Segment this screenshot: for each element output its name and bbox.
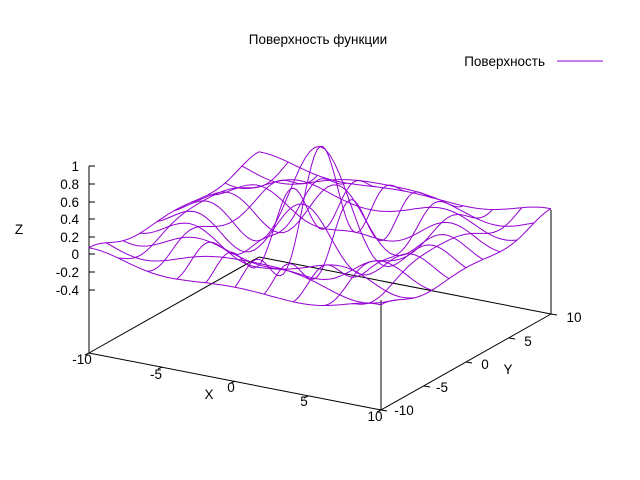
- mesh-line-x: [234, 146, 406, 288]
- z-ticks: 1 0.8 0.6 0.4 0.2 0 -0.2 -0.4: [56, 159, 95, 298]
- x-axis-label: X: [204, 387, 213, 402]
- surface-mesh: [88, 145, 552, 306]
- z-tick-label: 0: [71, 247, 79, 262]
- mesh-line-y: [173, 145, 467, 269]
- x-tick-label: 5: [300, 394, 308, 409]
- mesh-line-x: [118, 161, 289, 260]
- y-tick-label: 0: [481, 357, 489, 372]
- mesh-line-x: [351, 207, 523, 305]
- z-tick-label: -0.2: [56, 265, 79, 280]
- y-ticks: -10 -5 0 5 10: [380, 310, 582, 418]
- mesh-line-x: [88, 151, 260, 249]
- z-tick-label: 0.4: [60, 212, 79, 227]
- base-left-edge: [88, 256, 260, 354]
- mesh-line-y: [88, 247, 382, 306]
- mesh-line-y: [105, 242, 399, 304]
- z-axis-label: Z: [15, 222, 23, 237]
- y-tick-label: 5: [524, 334, 532, 349]
- y-tick-label: 10: [566, 310, 581, 325]
- z-tick-label: 0.6: [60, 195, 79, 210]
- z-tick-label: -0.4: [56, 283, 80, 298]
- mesh-line-y: [122, 236, 416, 299]
- mesh-line-y: [241, 165, 535, 227]
- x-tick-label: -10: [72, 352, 92, 367]
- chart-title: Поверхность функции: [249, 32, 387, 47]
- x-ticks: -10 -5 0 5 10: [72, 352, 382, 424]
- y-axis-label: Y: [503, 362, 512, 377]
- legend-label: Поверхность: [464, 54, 545, 69]
- z-tick-label: 1: [71, 159, 79, 174]
- legend: Поверхность: [464, 54, 603, 69]
- y-tick-label: -10: [394, 403, 414, 418]
- mesh-line-y: [190, 184, 484, 260]
- mesh-line-y: [139, 222, 433, 291]
- mesh-line-y: [258, 151, 552, 210]
- x-tick-label: -5: [150, 367, 162, 382]
- x-tick-label: 10: [367, 409, 382, 424]
- mesh-line-y: [224, 179, 518, 241]
- y-tick-label: -5: [436, 380, 448, 395]
- z-tick-label: 0.8: [60, 177, 79, 192]
- x-tick-label: 0: [227, 380, 235, 395]
- base-back-edge: [258, 256, 552, 315]
- mesh-line-y: [207, 184, 501, 253]
- z-tick-label: 0.2: [60, 230, 79, 245]
